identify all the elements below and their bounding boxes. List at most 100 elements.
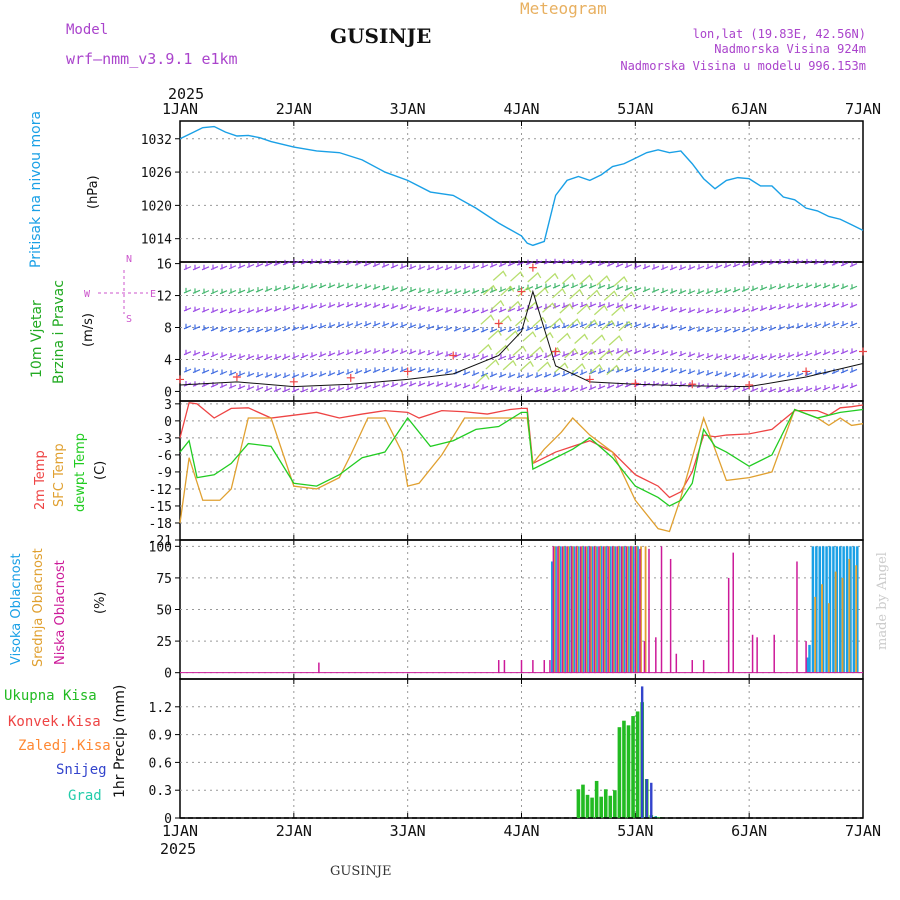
precip-ylabel: 1hr Precip (mm) [112,685,128,798]
bar-mid-cloud [834,571,837,673]
ytick-label-pressure: 1020 [141,199,172,214]
bar-high-cloud [811,546,815,673]
bar-low-cloud [543,660,546,673]
bar-low-cloud [584,546,586,673]
wind-ylabel-1: 10m Vjetar [29,300,45,378]
bar-low-cloud [655,637,657,673]
bar-snow [640,686,644,818]
bar-total-rain [622,720,626,818]
bar-snow [650,782,653,818]
bar-mid-cloud [814,596,817,673]
bar-low-cloud [751,634,754,673]
bar-low-cloud [796,561,798,673]
bar-low-cloud [552,546,555,673]
meteogram-label: Meteogram [520,0,607,18]
ytick-label-clouds: 0 [164,667,172,682]
bar-low-cloud [561,546,564,673]
bar-low-cloud [520,660,523,673]
bar-high-cloud [604,546,607,673]
bar-low-cloud [575,546,577,673]
bar-hail [654,816,658,818]
ytick-label-wind: 8 [164,322,172,337]
bar-total-rain [576,789,581,818]
xtick-label-top: 7JAN [845,100,881,118]
xtick-label-bottom: 6JAN [731,822,767,840]
ytick-label-precipitation: 0.3 [149,784,172,799]
wind-gust-marker [585,375,594,384]
bar-mid-cloud [590,546,592,673]
bar-high-cloud [636,546,639,673]
bar-high-cloud [838,546,842,673]
bar-low-cloud [611,546,614,673]
bar-high-cloud [609,546,612,673]
wind-gust-marker [631,379,640,388]
bar-high-cloud [558,546,562,673]
bar-high-cloud [622,546,626,673]
bar-high-cloud [550,561,554,673]
bar-low-cloud [773,634,775,673]
wind-gust-marker [688,380,697,389]
wind-gust-marker [802,367,811,376]
bar-low-cloud [503,660,506,673]
elevation-text: Nadmorska Visina 924m [714,42,866,56]
xtick-label-top: 2JAN [276,100,312,118]
bar-total-rain [631,716,635,818]
wind-dir-w: W [84,289,91,300]
wind-barb-band [183,258,858,271]
bar-low-cloud [675,653,678,673]
bar-mid-cloud [640,546,642,673]
wind-gust-marker [551,347,560,356]
wind-barb-band [183,321,858,333]
plot-layer: 1014 1020 1026 1032 1JAN 2JAN 3JAN 4JAN 5JAN 6JAN… [141,100,881,840]
wind-gust-marker [346,373,355,382]
bar-low-cloud [660,546,663,673]
cloud-label-high: Visoka Oblacnost [9,553,24,665]
bar-mid-cloud [821,584,823,673]
bar-high-cloud [845,546,849,673]
bar-high-cloud [554,546,557,673]
wind-barb-band [183,381,858,393]
bar-snow [645,779,648,818]
bar-low-cloud [691,660,693,673]
bar-high-cloud [599,546,603,673]
ytick-label-wind: 4 [164,353,172,368]
watermark: made by Angel [875,552,890,650]
wind-gust-marker [494,319,503,328]
ytick-label-precipitation: 0.6 [149,756,172,771]
wind-gust-marker [403,367,412,376]
model-label: Model [66,22,108,38]
bar-high-cloud [572,546,576,673]
bar-total-rain [603,789,608,818]
bar-high-cloud [828,546,832,673]
wind-barb-band [183,366,858,379]
xtick-label-top: 5JAN [617,100,653,118]
bar-low-cloud [625,546,627,673]
xtick-label-bottom: 2JAN [276,822,312,840]
xtick-label-top: 1JAN [162,100,198,118]
xtick-label-bottom: 5JAN [617,822,653,840]
bar-mid-cloud [576,546,579,673]
bar-high-cloud [805,657,809,673]
bar-low-cloud [732,552,734,673]
bar-low-cloud [549,660,551,673]
wind-gust-marker [859,347,867,356]
bar-low-cloud [727,577,730,673]
legend-total-rain: Ukupna Kisa [4,688,97,704]
bar-high-cloud [586,546,589,673]
temp-label-2m: 2m Temp [33,450,48,510]
wind-gust-marker [449,351,458,360]
xtick-label-bottom: 7JAN [845,822,881,840]
ytick-label-clouds: 50 [156,604,172,619]
year-bottom: 2025 [160,840,196,858]
wind-gust-marker [232,373,241,382]
bar-low-cloud [593,546,596,673]
wind-barb-band [183,282,858,295]
bar-high-cloud [818,546,821,673]
bar-low-cloud [630,546,632,673]
legend-convective-rain: Konvek.Kisa [8,714,101,730]
bar-low-cloud [598,546,600,673]
bar-low-cloud [805,641,807,673]
ytick-label-wind: 16 [156,258,172,273]
wind-barb-band [183,348,858,360]
model-name: wrf—nmm_v3.9.1 e1km [66,50,238,68]
